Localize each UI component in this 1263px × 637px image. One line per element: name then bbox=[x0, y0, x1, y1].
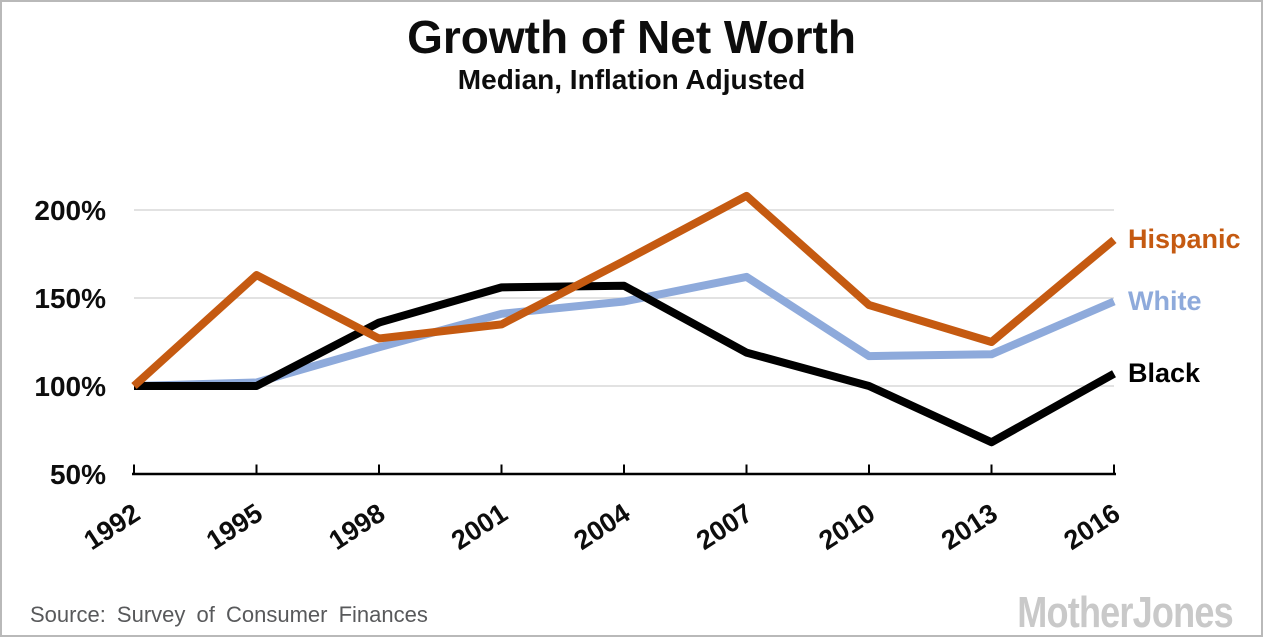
legend-label-hispanic: Hispanic bbox=[1128, 223, 1241, 254]
x-tick-label: 2013 bbox=[936, 498, 1003, 556]
chart-subtitle: Median, Inflation Adjusted bbox=[457, 64, 806, 95]
series-line-black bbox=[134, 281, 1116, 447]
line-chart: 200% 150% 100% 50% 1992 1995 1998 2001 2004 2007 2… bbox=[34, 191, 1126, 556]
series-line-hispanic bbox=[131, 191, 1117, 389]
y-tick-label: 100% bbox=[34, 371, 106, 402]
x-tick-label: 2010 bbox=[814, 498, 881, 556]
y-tick-label: 200% bbox=[34, 195, 106, 226]
x-tick-label: 2004 bbox=[569, 498, 636, 556]
x-tick-label: 2007 bbox=[691, 498, 758, 556]
motherjones-logo: MotherJones bbox=[1017, 588, 1233, 637]
legend-label-black: Black bbox=[1128, 357, 1201, 388]
x-tick-label: 1995 bbox=[201, 498, 268, 556]
x-tick-label: 2001 bbox=[446, 498, 513, 556]
legend-label-white: White bbox=[1128, 285, 1202, 316]
series-line-white bbox=[133, 272, 1116, 390]
chart-title: Growth of Net Worth bbox=[407, 11, 856, 63]
y-tick-label: 150% bbox=[34, 283, 106, 314]
legend: Hispanic White Black bbox=[1128, 2, 1261, 562]
x-tick-label: 1998 bbox=[324, 498, 391, 556]
x-tick-label: 2016 bbox=[1059, 498, 1126, 556]
x-tick-label: 1992 bbox=[79, 498, 146, 556]
y-tick-label: 50% bbox=[50, 459, 106, 490]
source-note: Source: Survey of Consumer Finances bbox=[30, 602, 428, 627]
